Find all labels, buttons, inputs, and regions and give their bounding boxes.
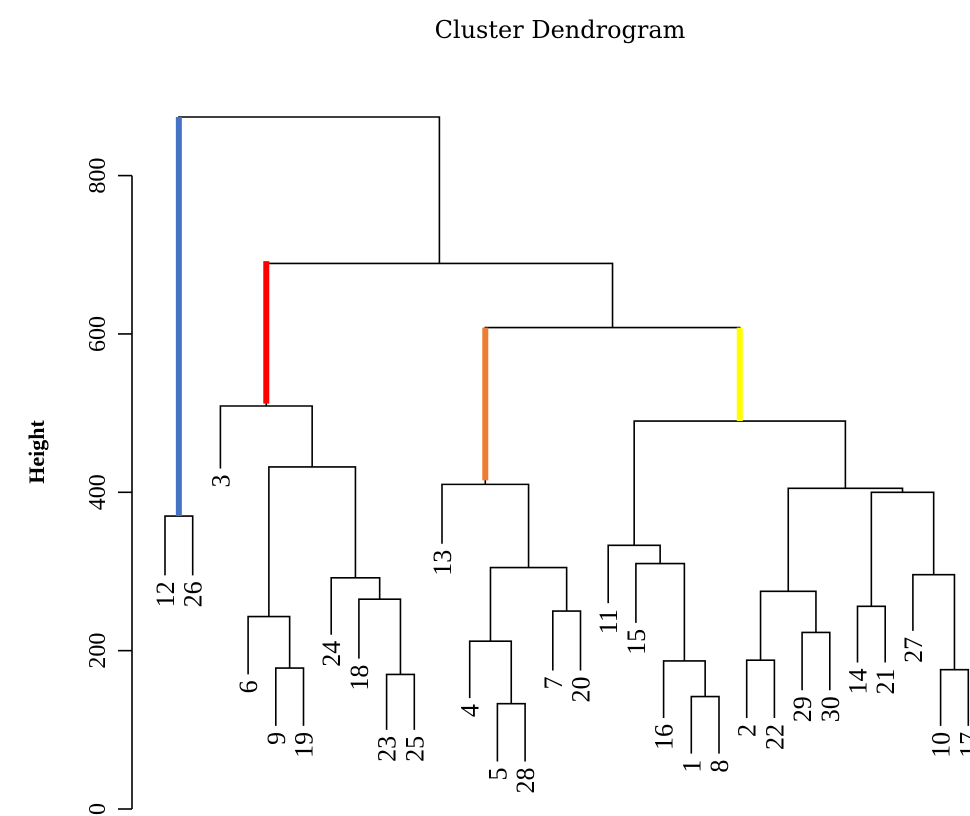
branch-m_right_pair <box>787 487 904 592</box>
leaf-label-22: 22 <box>760 724 789 750</box>
branch-m_23_25 <box>385 673 416 730</box>
leaf-labels: 1226369192418232513452872011151618222293… <box>151 475 970 794</box>
leaf-label-26: 26 <box>179 581 208 607</box>
leaf-label-11: 11 <box>594 609 623 634</box>
y-tick-label-800: 800 <box>85 158 111 194</box>
leaf-label-21: 21 <box>871 669 900 695</box>
y-axis: 0 200 400 600 800 <box>85 158 133 815</box>
branch-m_4_5_28 <box>468 640 513 704</box>
branch-m_14_21 <box>856 605 886 663</box>
branch-m_13grp_11grp <box>484 326 741 485</box>
branch-m_12_26 <box>164 515 194 576</box>
leaf-label-18: 18 <box>345 665 374 691</box>
cluster-highlights <box>175 117 743 517</box>
branch-m_5_28 <box>496 702 526 762</box>
leaf-label-3: 3 <box>206 475 235 488</box>
leaf-label-9: 9 <box>262 732 291 745</box>
y-axis-label: Height <box>24 420 49 484</box>
branch-m_14grp_27grp <box>870 491 935 607</box>
leaf-label-1: 1 <box>677 760 706 773</box>
y-tick-label-400: 400 <box>85 474 111 510</box>
leaf-label-10: 10 <box>927 732 956 758</box>
branch-m_6grp_24grp <box>268 466 357 617</box>
leaf-label-25: 25 <box>400 736 429 762</box>
branch-m_10_17 <box>939 668 970 726</box>
leaf-label-28: 28 <box>511 767 540 793</box>
leaf-label-29: 29 <box>788 696 817 722</box>
leaf-label-4: 4 <box>456 704 485 717</box>
branch-m_29_30 <box>801 631 831 691</box>
branch-m_6_9_19 <box>247 615 291 675</box>
leaf-label-24: 24 <box>317 641 346 667</box>
leaf-label-23: 23 <box>373 736 402 762</box>
branch-m_24_grp <box>330 577 381 635</box>
y-tick-label-600: 600 <box>85 316 111 352</box>
leaf-label-2: 2 <box>733 724 762 737</box>
leaf-label-17: 17 <box>954 732 970 758</box>
branch-m_root <box>178 116 441 517</box>
leaf-label-12: 12 <box>151 581 180 607</box>
leaf-label-16: 16 <box>650 724 679 750</box>
branch-m_16_1_8 <box>662 660 706 718</box>
branch-m_3grp_13grp <box>265 262 614 406</box>
leaf-label-27: 27 <box>899 637 928 663</box>
leaf-label-6: 6 <box>234 680 263 693</box>
branch-m_13_grp <box>441 483 530 568</box>
leaf-label-8: 8 <box>705 760 734 773</box>
leaf-label-7: 7 <box>539 676 568 689</box>
dendrogram-branches <box>164 116 970 762</box>
chart-title: Cluster Dendrogram <box>435 16 686 44</box>
branch-m_15_grp <box>635 562 686 661</box>
branch-m_4grp_7grp <box>489 566 568 642</box>
branch-m_9_19 <box>275 667 305 726</box>
branch-m_3_grp <box>219 405 313 469</box>
branch-m_1_8 <box>690 695 720 754</box>
leaf-label-20: 20 <box>567 676 596 702</box>
leaf-label-5: 5 <box>483 767 512 780</box>
branch-m_11_grp <box>607 544 661 604</box>
branch-m_18_23_25 <box>358 598 402 675</box>
branch-m_2grp_29grp <box>759 590 817 661</box>
leaf-label-15: 15 <box>622 629 651 655</box>
leaf-label-14: 14 <box>844 669 873 695</box>
y-tick-label-0: 0 <box>85 803 111 815</box>
branch-m_2_22 <box>745 659 776 718</box>
leaf-label-19: 19 <box>290 732 319 758</box>
branch-m_11grp_right <box>633 420 847 546</box>
branch-m_7_20 <box>552 610 582 671</box>
leaf-label-13: 13 <box>428 550 457 576</box>
leaf-label-30: 30 <box>816 696 845 722</box>
y-tick-label-200: 200 <box>85 633 111 669</box>
